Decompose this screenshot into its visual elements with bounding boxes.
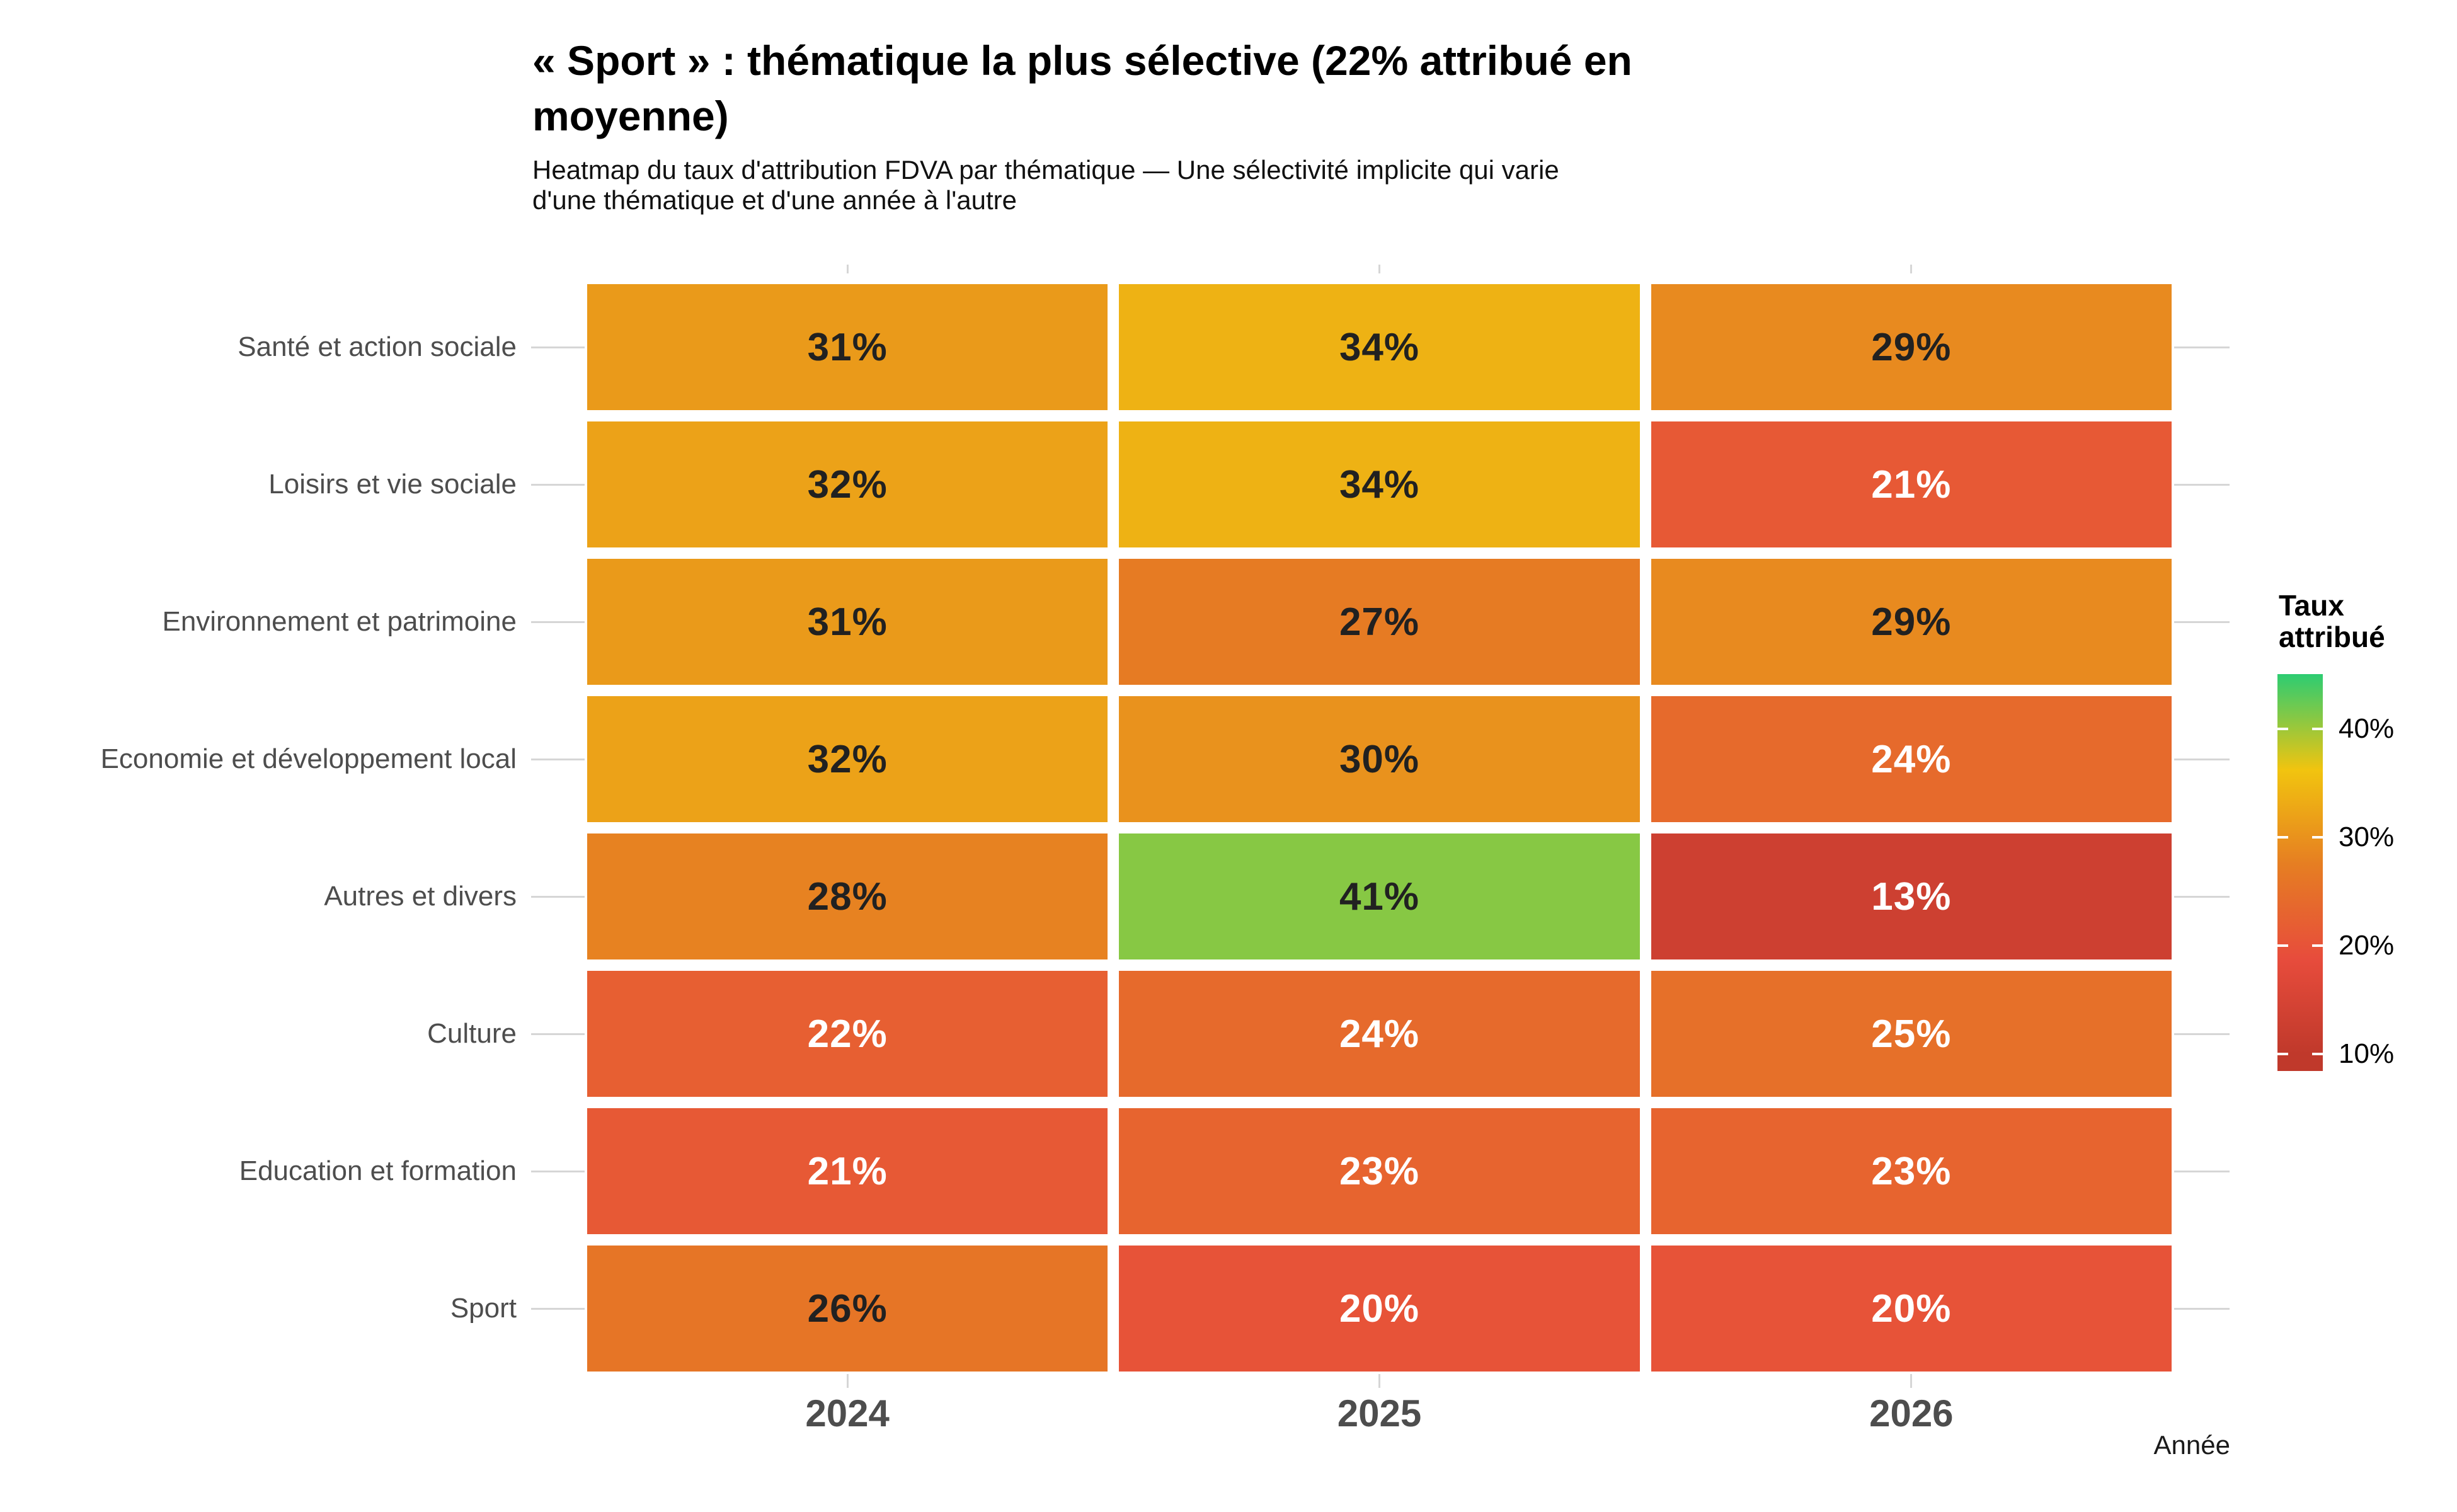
heatmap-cell: 24% <box>1651 696 2172 822</box>
gridline-segment <box>531 896 585 898</box>
y-axis-label: Autres et divers <box>324 881 517 912</box>
y-axis-label: Loisirs et vie sociale <box>268 469 517 500</box>
heatmap-cell: 29% <box>1651 284 2172 410</box>
axis-tick <box>1910 265 1913 273</box>
heatmap-cell: 26% <box>587 1246 1108 1372</box>
legend-tick-mark <box>2312 728 2323 731</box>
gridline-segment <box>531 621 585 623</box>
heatmap-cell: 21% <box>587 1108 1108 1234</box>
page-title-line-2: moyenne) <box>532 93 729 139</box>
y-axis-label: Environnement et patrimoine <box>162 606 517 637</box>
heatmap-cell: 32% <box>587 421 1108 547</box>
chart-subtitle-line-1: Heatmap du taux d'attribution FDVA par t… <box>532 155 1559 185</box>
axis-tick <box>846 265 849 273</box>
legend-tick-mark <box>2277 836 2288 839</box>
heatmap-cell: 32% <box>587 696 1108 822</box>
heatmap-cell: 29% <box>1651 559 2172 685</box>
legend-tick-mark <box>2277 1052 2288 1055</box>
page-title-line-1: « Sport » : thématique la plus sélective… <box>532 37 1632 84</box>
gridline-segment <box>531 346 585 348</box>
heatmap-cell: 31% <box>587 284 1108 410</box>
gridline-segment <box>2174 484 2230 486</box>
chart-subtitle-line-2: d'une thématique et d'une année à l'autr… <box>532 185 1017 215</box>
axis-tick <box>1910 1374 1913 1388</box>
heatmap-cell: 24% <box>1119 971 1640 1097</box>
heatmap-cell: 31% <box>587 559 1108 685</box>
gridline-segment <box>531 1171 585 1172</box>
heatmap-cell: 27% <box>1119 559 1640 685</box>
heatmap-cell: 20% <box>1119 1246 1640 1372</box>
gridline-segment <box>2174 896 2230 898</box>
heatmap-cell: 23% <box>1651 1108 2172 1234</box>
gridline-segment <box>531 1033 585 1035</box>
gridline-segment <box>531 1308 585 1310</box>
legend-tick-mark <box>2312 1052 2323 1055</box>
axis-tick <box>846 1374 849 1388</box>
x-axis-label: 2026 <box>1869 1392 1954 1435</box>
x-axis-title: Année <box>2153 1430 2230 1460</box>
gridline-segment <box>2174 346 2230 348</box>
x-axis-label: 2025 <box>1337 1392 1422 1435</box>
heatmap-cell: 34% <box>1119 421 1640 547</box>
legend-tick-label: 20% <box>2339 930 2395 961</box>
legend-tick-mark <box>2312 836 2323 839</box>
legend-tick-mark <box>2277 728 2288 731</box>
heatmap-cell: 22% <box>587 971 1108 1097</box>
gridline-segment <box>2174 1171 2230 1172</box>
legend-tick-mark <box>2277 944 2288 947</box>
legend-colorbar <box>2277 674 2323 1071</box>
heatmap-cell: 20% <box>1651 1246 2172 1372</box>
y-axis-label: Culture <box>427 1018 517 1049</box>
heatmap-cell: 28% <box>587 833 1108 959</box>
gridline-segment <box>2174 759 2230 760</box>
chart-subtitle: Heatmap du taux d'attribution FDVA par t… <box>532 155 1559 215</box>
heatmap-cell: 21% <box>1651 421 2172 547</box>
x-axis-label: 2024 <box>805 1392 890 1435</box>
legend-title: Taux attribué <box>2279 589 2385 653</box>
y-axis-label: Sport <box>450 1293 517 1324</box>
gridline-segment <box>531 484 585 486</box>
gridline-segment <box>2174 621 2230 623</box>
gridline-segment <box>531 759 585 760</box>
heatmap-grid: 31% 34% 29% 32% 34% 21% 31% 27% 29% 32% 30% 24% 28% 4… <box>587 284 2172 1372</box>
heatmap-cell: 25% <box>1651 971 2172 1097</box>
heatmap-cell: 41% <box>1119 833 1640 959</box>
heatmap-cell: 13% <box>1651 833 2172 959</box>
axis-tick <box>1378 1374 1380 1388</box>
heatmap-cell: 23% <box>1119 1108 1640 1234</box>
y-axis-label: Santé et action sociale <box>238 331 517 362</box>
axis-tick <box>1378 265 1380 273</box>
legend-tick-mark <box>2312 944 2323 947</box>
gridline-segment <box>2174 1308 2230 1310</box>
gridline-segment <box>2174 1033 2230 1035</box>
legend-tick-label: 10% <box>2339 1038 2395 1069</box>
heatmap-cell: 34% <box>1119 284 1640 410</box>
y-axis-label: Economie et développement local <box>100 743 517 774</box>
legend-tick-label: 40% <box>2339 713 2395 745</box>
legend-tick-label: 30% <box>2339 822 2395 853</box>
heatmap-cell: 30% <box>1119 696 1640 822</box>
page-title: « Sport » : thématique la plus sélective… <box>532 33 1632 144</box>
y-axis-label: Education et formation <box>239 1155 517 1186</box>
